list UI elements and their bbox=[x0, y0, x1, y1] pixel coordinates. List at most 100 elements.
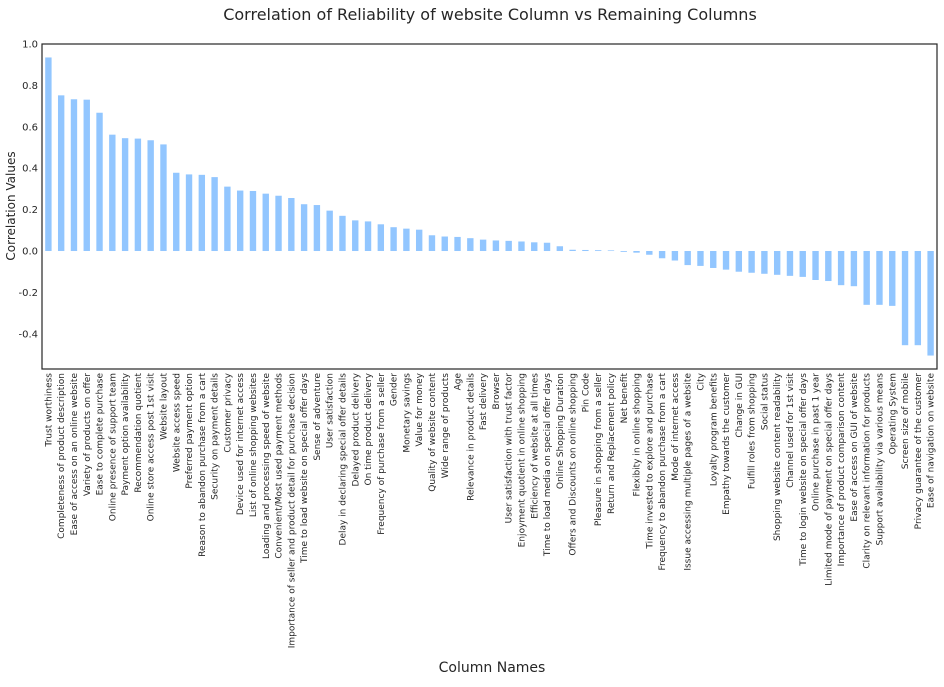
x-tick-label: Support availability via various means bbox=[875, 373, 885, 546]
bar bbox=[735, 251, 743, 272]
x-tick-labels: Trust worthiness Completeness of product … bbox=[44, 372, 936, 648]
bar bbox=[492, 240, 500, 252]
x-tick-label: Quality of website content bbox=[428, 373, 438, 492]
x-tick-label: Privacy guarantee of the customer bbox=[914, 373, 924, 530]
x-tick-label: Issue accessing multiple pages of a webs… bbox=[684, 373, 694, 571]
bar bbox=[620, 251, 627, 252]
bar bbox=[658, 251, 666, 259]
x-tick-label: Frequency of purchase from a seller bbox=[377, 373, 387, 535]
bar bbox=[518, 241, 525, 251]
bar bbox=[134, 138, 142, 251]
bar bbox=[607, 250, 615, 252]
x-tick-label: Sense of adventure bbox=[313, 373, 323, 461]
y-tick-labels: -0.4 -0.2 0.0 0.2 0.4 0.6 0.8 1.0 bbox=[18, 40, 38, 341]
bar bbox=[825, 251, 832, 282]
x-tick-label: Offers and Discounts on online shopping bbox=[569, 373, 579, 556]
x-tick-label: Social status bbox=[760, 373, 770, 431]
x-tick-label: Channel used for 1st visit bbox=[786, 373, 796, 488]
y-tick-label: 0.8 bbox=[22, 81, 38, 92]
x-tick-label: Completeness of product description bbox=[57, 373, 67, 539]
x-tick-label: Empathy towards the customer bbox=[722, 373, 732, 515]
x-tick-label: Change in GUI bbox=[735, 373, 745, 438]
bar bbox=[556, 246, 564, 252]
bar bbox=[173, 172, 180, 252]
bar bbox=[850, 251, 858, 287]
x-tick-label: Operating System bbox=[888, 373, 898, 454]
x-axis-label: Column Names bbox=[439, 660, 546, 676]
x-tick-label: Browser bbox=[492, 373, 502, 410]
x-tick-label: Clarity on relevant information for prod… bbox=[863, 373, 873, 569]
bar bbox=[646, 251, 653, 255]
bar bbox=[390, 227, 397, 252]
x-tick-label: Trust worthiness bbox=[44, 373, 54, 448]
bar bbox=[773, 251, 781, 275]
bar bbox=[96, 112, 103, 252]
bar bbox=[505, 240, 512, 251]
x-tick-label: Convenient/Most used payment methods bbox=[275, 373, 285, 559]
bar bbox=[147, 140, 154, 252]
bar bbox=[901, 251, 909, 346]
bar bbox=[531, 242, 538, 251]
bar bbox=[543, 242, 551, 252]
bar bbox=[288, 198, 295, 251]
x-tick-label: Importance of seller and product detail … bbox=[287, 373, 297, 648]
x-tick-label: City bbox=[696, 372, 706, 390]
bar bbox=[364, 221, 372, 251]
x-tick-label: Monetary savings bbox=[402, 373, 412, 453]
bar bbox=[403, 228, 410, 252]
y-tick-label: 0.4 bbox=[22, 164, 38, 175]
x-tick-label: Time to login website on special offer d… bbox=[799, 373, 809, 567]
bar bbox=[479, 239, 487, 252]
bar bbox=[697, 251, 704, 266]
x-tick-label: Device used for internet access bbox=[236, 373, 246, 515]
x-tick-label: Screen size of mobile bbox=[901, 373, 911, 470]
bar bbox=[326, 210, 333, 252]
x-tick-label: Reason to abandon purchase from a cart bbox=[198, 373, 208, 557]
x-tick-label: Website layout bbox=[159, 373, 169, 440]
x-tick-label: Limited mode of payment on special offer… bbox=[824, 373, 834, 586]
x-tick-label: Online store access post 1st visit bbox=[147, 373, 157, 522]
x-tick-label: Ease of access on GUI of website bbox=[850, 373, 860, 522]
bar bbox=[837, 251, 845, 286]
x-tick-label: Loyalty program benefits bbox=[709, 373, 719, 486]
bar bbox=[428, 235, 436, 251]
bar bbox=[45, 57, 52, 252]
bar bbox=[927, 251, 934, 356]
bar bbox=[569, 249, 576, 251]
bar bbox=[722, 251, 730, 270]
bar bbox=[799, 251, 806, 277]
bar bbox=[441, 236, 448, 252]
y-tick-label: -0.2 bbox=[18, 288, 38, 299]
x-tick-label: Online presence of support team bbox=[108, 373, 118, 521]
x-tick-label: Mode of internet access bbox=[671, 373, 681, 481]
x-tick-label: Time to load media on special offer days bbox=[543, 373, 553, 557]
bar bbox=[454, 236, 461, 252]
bar bbox=[377, 224, 385, 251]
bar bbox=[236, 190, 244, 252]
x-tick-label: Gender bbox=[390, 373, 400, 406]
bar bbox=[710, 251, 717, 268]
x-tick-label: Return and Replacement policy bbox=[607, 372, 617, 514]
x-tick-label: Fast delivery bbox=[479, 372, 489, 430]
x-tick-label: User satisfaction with trust factor bbox=[505, 373, 515, 524]
x-tick-label: Net benefit bbox=[620, 373, 630, 424]
x-tick-label: Payment option availability bbox=[121, 372, 131, 495]
x-tick-label: Website access speed bbox=[172, 373, 182, 472]
bar bbox=[748, 251, 755, 273]
x-tick-label: On time product delivery bbox=[364, 372, 374, 485]
bar bbox=[761, 251, 768, 274]
x-tick-label: Loading and processing speed of website bbox=[262, 373, 272, 559]
bar bbox=[352, 220, 359, 252]
bar bbox=[339, 215, 346, 252]
x-tick-label: Wide range of products bbox=[441, 373, 451, 478]
bars bbox=[45, 57, 934, 356]
bar bbox=[211, 177, 218, 252]
x-tick-label: Ease to complete purchase bbox=[96, 373, 106, 496]
bar bbox=[467, 238, 474, 251]
y-tick-label: -0.4 bbox=[18, 329, 38, 340]
bar bbox=[83, 99, 90, 252]
y-axis-label: Correlation Values bbox=[4, 151, 18, 260]
y-tick-label: 0.0 bbox=[22, 247, 38, 258]
